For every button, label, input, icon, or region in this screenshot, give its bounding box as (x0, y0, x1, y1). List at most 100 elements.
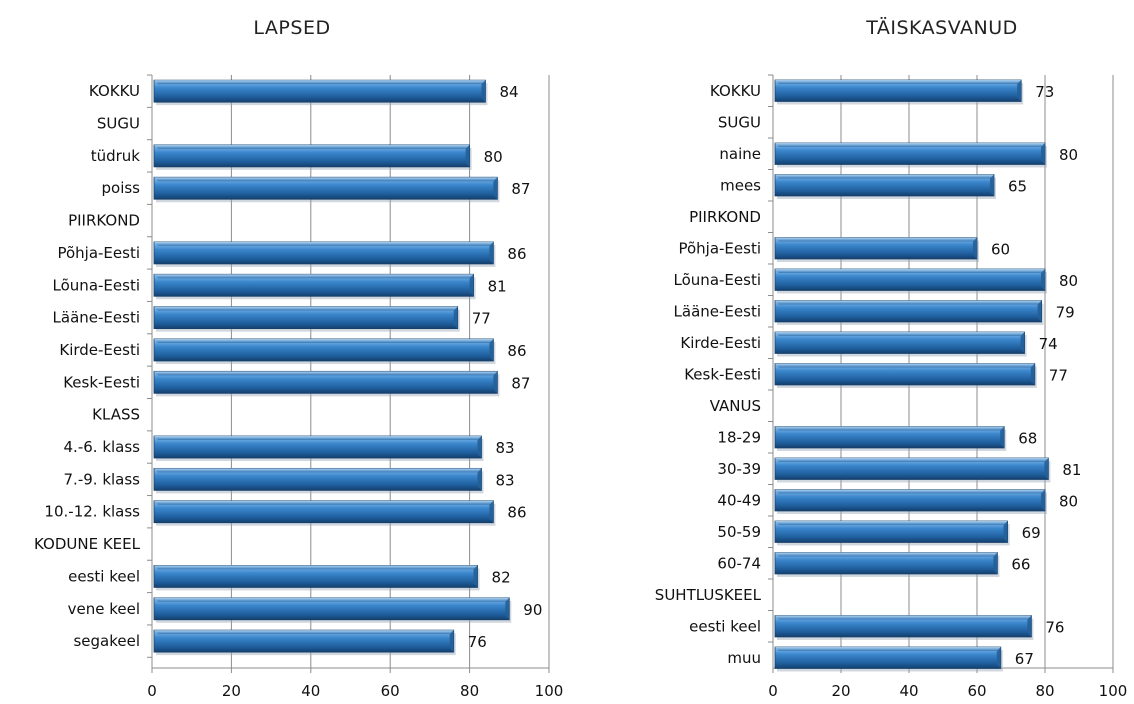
data-label-laane-eesti: 77 (472, 310, 491, 328)
bar-bevel (775, 489, 1045, 494)
category-label-laane-eesti: Lääne-Eesti (53, 309, 140, 327)
data-label-pohja-eesti: 86 (507, 245, 526, 263)
bar-bevel (775, 647, 1001, 652)
bar-bevel (154, 338, 494, 343)
category-label-7-9-klass: 7.-9. klass (64, 470, 141, 488)
x-tick-label: 40 (899, 682, 918, 700)
data-label-eesti-keel: 82 (492, 568, 511, 586)
x-tick-label: 20 (222, 682, 241, 700)
x-tick-label: 80 (1035, 682, 1054, 700)
bar-bevel (775, 174, 994, 179)
bar-end-cap (1000, 426, 1005, 448)
bar-bevel (775, 363, 1035, 368)
bar-bevel (775, 426, 1005, 431)
category-label-klass: KLASS (92, 406, 140, 424)
bar-bevel (154, 306, 458, 311)
x-tick-label: 20 (831, 682, 850, 700)
bar-bevel (154, 630, 454, 635)
bar-bevel (154, 80, 486, 85)
bar-end-cap (505, 597, 510, 620)
bar-end-cap (477, 468, 482, 491)
category-label-vene-keel: vene keel (68, 600, 140, 618)
bar-end-cap (489, 338, 494, 361)
data-label-muu: 67 (1015, 650, 1034, 668)
bar-end-cap (1027, 615, 1032, 637)
category-label-pohja-eesti: Põhja-Eesti (678, 239, 761, 257)
bar-end-cap (473, 565, 478, 588)
data-label-poiss: 87 (511, 180, 530, 198)
category-label-sugu: SUGU (718, 113, 761, 131)
category-label-pohja-eesti: Põhja-Eesti (57, 244, 140, 262)
data-label-7-9-klass: 83 (496, 471, 515, 489)
bar-bevel (775, 80, 1022, 85)
bar-bevel (154, 371, 498, 376)
x-tick-label: 0 (147, 682, 157, 700)
category-label-poiss: poiss (102, 179, 141, 197)
bar-bevel (154, 436, 482, 441)
data-label-segakeel: 76 (468, 633, 487, 651)
bar-end-cap (481, 80, 486, 103)
data-label-kesk-eesti: 77 (1049, 366, 1068, 384)
data-label-eesti-keel: 76 (1045, 618, 1064, 636)
data-label-pohja-eesti: 60 (991, 240, 1010, 258)
category-label-4-6-klass: 4.-6. klass (64, 438, 141, 456)
bar-end-cap (996, 647, 1001, 669)
data-label-louna-eesti: 81 (488, 277, 507, 295)
bar-bevel (154, 597, 510, 602)
data-label-18-29: 68 (1018, 429, 1037, 447)
data-label-kirde-eesti: 86 (507, 342, 526, 360)
data-label-50-59: 69 (1022, 524, 1041, 542)
category-label-louna-eesti: Lõuna-Eesti (53, 276, 140, 294)
chart-title-taiskasvanud: TÄISKASVANUD (865, 16, 1018, 39)
category-label-30-39: 30-39 (717, 460, 761, 478)
bar-end-cap (973, 237, 977, 259)
data-label-louna-eesti: 80 (1059, 272, 1078, 290)
bar-end-cap (477, 436, 482, 459)
x-tick-label: 60 (967, 682, 986, 700)
bar-bevel (154, 274, 474, 279)
bar-end-cap (1017, 80, 1022, 102)
data-label-40-49: 80 (1059, 492, 1078, 510)
bar-bevel (775, 143, 1045, 148)
bar-bevel (154, 500, 494, 505)
data-label-mees: 65 (1008, 177, 1027, 195)
data-label-laane-eesti: 79 (1056, 303, 1075, 321)
category-label-suhtluskeel: SUHTLUSKEEL (655, 586, 762, 604)
data-label-4-6-klass: 83 (496, 439, 515, 457)
data-label-tudruk: 80 (484, 148, 503, 166)
data-label-kirde-eesti: 74 (1039, 335, 1058, 353)
data-label-60-74: 66 (1011, 555, 1030, 573)
category-label-piirkond: PIIRKOND (68, 212, 140, 230)
x-tick-label: 60 (381, 682, 400, 700)
data-label-kesk-eesti: 87 (511, 374, 530, 392)
category-label-muu: muu (727, 649, 761, 667)
data-label-kokku: 73 (1035, 83, 1054, 101)
bar-bevel (775, 300, 1042, 305)
bar-bevel (775, 332, 1025, 337)
bar-end-cap (493, 177, 498, 200)
chart-title-lapsed: LAPSED (253, 17, 330, 39)
bar-bevel (154, 241, 494, 246)
bar-bevel (154, 177, 498, 182)
category-label-60-74: 60-74 (717, 554, 761, 572)
category-label-kokku: KOKKU (89, 82, 140, 100)
bar-bevel (154, 144, 470, 149)
bar-end-cap (1030, 363, 1035, 385)
bar-end-cap (1041, 143, 1045, 165)
bar-bevel (775, 552, 998, 557)
bar-bevel (775, 237, 977, 242)
bar-end-cap (489, 500, 494, 523)
data-label-10-12-klass: 86 (507, 504, 526, 522)
bar-end-cap (1044, 458, 1049, 480)
category-label-10-12-klass: 10.-12. klass (44, 503, 140, 521)
data-label-30-39: 81 (1062, 461, 1081, 479)
category-label-eesti-keel: eesti keel (68, 567, 140, 585)
category-label-piirkond: PIIRKOND (689, 208, 761, 226)
bar-bevel (154, 468, 482, 473)
bar-bevel (775, 458, 1049, 463)
x-tick-label: 40 (301, 682, 320, 700)
data-label-naine: 80 (1059, 146, 1078, 164)
category-label-segakeel: segakeel (73, 632, 140, 650)
category-label-naine: naine (719, 145, 761, 163)
